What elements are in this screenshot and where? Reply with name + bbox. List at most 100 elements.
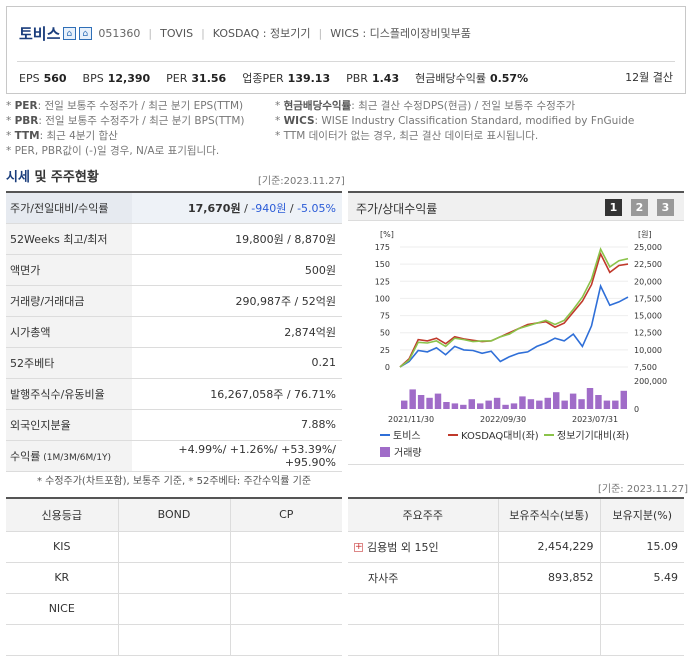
table-row [348,624,684,656]
metric-per: PER 31.56 [166,71,227,85]
wics-info: WICS : 디스플레이장비및부품 [330,27,471,40]
legend-label: KOSDAQ대비(좌) [461,430,539,442]
volume-bar [519,396,526,409]
right-tick-label: 17,500 [634,294,662,303]
right-tick-label: 10,000 [634,346,662,355]
base-date-2: [기준: 2023.11.27] [598,484,689,495]
metric-pbr: PBR 1.43 [346,71,400,85]
table-row: 52Weeks 최고/최저 19,800원 / 8,870원 [6,223,342,255]
volume-bar [620,390,627,409]
metric-industry-per: 업종PER 139.13 [242,72,331,85]
volume-bar [417,395,425,409]
left-tick-label: 50 [380,329,390,338]
left-tick-label: 100 [375,294,390,303]
note-ttm: * TTM: 최근 4분기 합산 [6,130,118,142]
left-tick-label: 0 [385,363,390,372]
volume-bar [544,397,551,409]
chart-page-2-button[interactable]: 2 [631,199,648,216]
return-label: 수익률 (1M/3M/6M/1Y) [6,440,132,472]
right-tick-label: 25,000 [634,243,662,252]
x-tick-label: 2022/09/30 [480,415,526,424]
chart-page-1-button[interactable]: 1 [605,199,622,216]
expand-icon[interactable]: + [354,542,363,552]
divider: | [201,26,205,40]
table-row: 자사주 893,852 5.49 [348,562,684,594]
volume-bar [612,400,619,409]
table-row [348,593,684,625]
note-na: * PER, PBR값이 (-)일 경우, N/A로 표기됩니다. [6,145,220,157]
volume-bar [485,400,492,409]
left-tick-label: 25 [380,346,390,355]
table-row: KR [6,562,342,594]
shareholders-table: 주요주주 보유주식수(보통) 보유지분(%) + 김용범 외 15인 2,454,… [348,497,684,656]
right-tick-label: 22,500 [634,260,662,269]
volume-bar [578,399,585,409]
volume-bar [603,400,611,409]
volume-bar [586,388,594,409]
chart-page-3-button[interactable]: 3 [657,199,674,216]
volume-tick-label: 200,000 [634,377,667,386]
price-chart: [%] [원] 175 150 125 100 75 50 25 0 25,000 22,500 20,… [375,230,667,459]
legend-swatch [380,447,390,457]
volume-bar [443,402,450,409]
credit-rating-table: 신용등급 BOND CP KIS KR NICE [6,497,342,656]
volume-bar [569,393,577,409]
volume-bar [468,399,475,409]
quote-footnote: * 수정주가(차트포함), 보통주 기준, * 52주베타: 주간수익률 기준 [36,476,312,487]
notes-right: * 현금배당수익률: 최근 결산 수정DPS(현금) / 전일 보통주 수정주가… [275,99,634,144]
note-ttm-missing: * TTM 데이터가 없는 경우, 최근 결산 데이터로 표시됩니다. [275,130,539,142]
volume-bar [561,400,568,409]
left-axis-unit: [%] [380,230,394,239]
table-row: 수익률 (1M/3M/6M/1Y) +4.99%/ +1.26%/ +53.39… [6,440,342,472]
table-row: 외국인지분율 7.88% [6,409,342,441]
metric-eps: EPS 560 [19,71,67,85]
volume-bar [426,397,433,409]
price-change-cell: 17,670원 / -940원 / -5.05% [132,192,342,224]
section-title: 시세 및 주주현황 [6,170,99,185]
metric-bps: BPS 12,390 [82,71,151,85]
volume-bar [451,403,459,409]
table-row: 액면가 500원 [6,254,342,286]
table-row: 시가총액 2,874억원 [6,316,342,348]
table-row: KIS [6,531,342,563]
table-row: NICE [6,593,342,625]
volume-bar [536,400,543,409]
base-date: [기준:2023.11.27] [258,176,345,187]
volume-bar [510,403,518,409]
metric-dividend-yield: 현금배당수익률 0.57% [415,72,529,85]
note-per: * PER: 전일 보통주 수정주가 / 최근 분기 EPS(TTM) [6,100,244,112]
table-row: + 김용범 외 15인 2,454,229 15.09 [348,531,684,563]
table-row: 주가/전일대비/수익률 17,670원 / -940원 / -5.05% [6,192,342,224]
volume-bar [502,404,509,409]
stock-code: 051360 [98,26,141,40]
table-row: 52주베타 0.21 [6,347,342,379]
right-tick-label: 7,500 [634,363,657,372]
holder-name: 자사주 [348,562,499,594]
chart-panel-title: 주가/상대수익률 [356,202,438,216]
home-icon[interactable]: ⌂ [63,26,77,40]
volume-bar [493,397,501,409]
quote-table: 주가/전일대비/수익률 17,670원 / -940원 / -5.05% 52W… [6,191,342,472]
right-axis-unit: [원] [638,230,652,239]
divider: | [148,26,153,40]
volume-bar [595,395,602,409]
company-header: 토비스 ⌂ ⌂ 051360 | TOVIS | KOSDAQ : 정보기기 |… [6,6,686,94]
x-tick-label: 2021/11/30 [388,415,434,424]
table-header-row: 신용등급 BOND CP [6,498,342,532]
volume-bar [553,392,560,409]
legend-label: 거래량 [394,447,422,459]
table-row [6,624,342,656]
note-wics: * WICS: WISE Industry Classification Sta… [275,115,635,127]
ir-icon[interactable]: ⌂ [79,26,93,40]
notes-left: * PER: 전일 보통주 수정주가 / 최근 분기 EPS(TTM) * PB… [6,99,245,159]
table-header-row: 주요주주 보유주식수(보통) 보유지분(%) [348,498,684,532]
legend-label: 토비스 [393,430,421,442]
holder-name[interactable]: + 김용범 외 15인 [348,531,499,563]
volume-bar [409,389,416,409]
table-row: 발행주식수/유동비율 16,267,058주 / 76.71% [6,378,342,410]
metrics-row: EPS 560 BPS 12,390 PER 31.56 업종PER 139.13 PB… [19,69,544,87]
right-tick-label: 15,000 [634,312,662,321]
company-name: 토비스 [19,24,61,43]
volume-bar [527,399,535,409]
volume-bar [460,404,467,409]
